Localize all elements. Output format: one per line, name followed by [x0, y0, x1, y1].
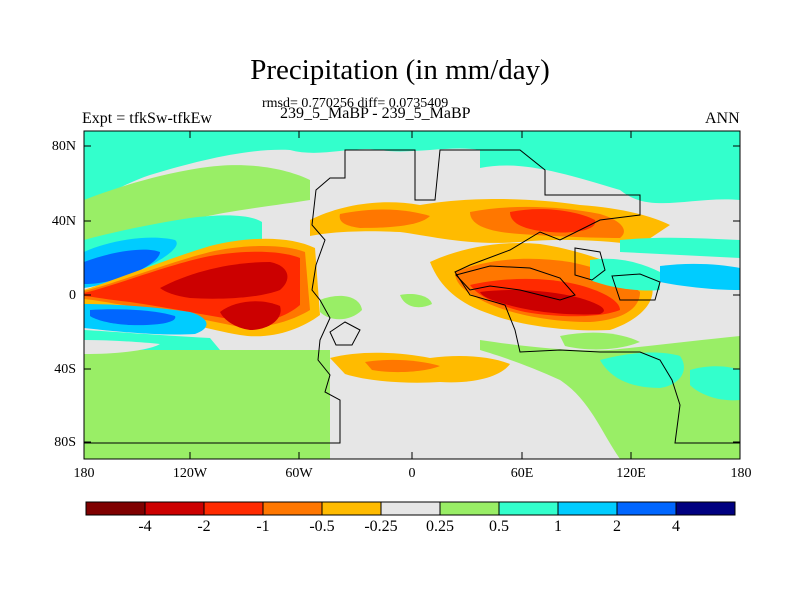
colorbar-label: 2: [613, 518, 621, 535]
colorbar-label: -2: [197, 518, 211, 535]
lon-tick: 180: [730, 466, 752, 481]
colorbar-box: [616, 501, 677, 516]
lat-tick: 80S: [54, 435, 76, 450]
lon-tick: 0: [408, 466, 416, 481]
continent-outlines: [84, 149, 740, 444]
colorbar-label: -0.5: [309, 518, 335, 535]
stats-text: rmsd= 0.770256 diff= 0.0735409: [262, 96, 449, 111]
colorbar-box: [675, 501, 736, 516]
lat-tick: 40S: [54, 362, 76, 377]
colorbar-box: [262, 501, 323, 516]
lon-tick: 180: [73, 466, 95, 481]
precip-field: [84, 131, 740, 459]
colorbar-box: [85, 501, 146, 516]
lat-tick: 80N: [51, 139, 76, 154]
lon-tick: 120E: [616, 466, 646, 481]
colorbar-box: [144, 501, 205, 516]
map-frame: [83, 130, 741, 460]
lon-tick: 60W: [285, 466, 313, 481]
lon-tick: 120W: [172, 466, 208, 481]
lat-tick: 40N: [51, 214, 76, 229]
colorbar-label: 4: [672, 518, 680, 535]
map-title: Precipitation (in mm/day): [250, 54, 550, 86]
colorbar-box: [380, 501, 441, 516]
colorbar-label: 0.5: [489, 518, 509, 535]
colorbar-box: [557, 501, 618, 516]
map-subtitle: 239_5_MaBP - 239_5_MaBP: [280, 105, 471, 122]
lon-tick: 60E: [510, 466, 534, 481]
colorbar-box: [498, 501, 559, 516]
colorbar-box: [321, 501, 382, 516]
colorbar-label: 1: [554, 518, 562, 535]
experiment-label: Expt = tfkSw-tfkEw: [82, 110, 212, 127]
colorbar-label: -0.25: [364, 518, 398, 535]
colorbar-box: [203, 501, 264, 516]
lat-tick: 0: [69, 288, 76, 303]
colorbar-label: -1: [256, 518, 270, 535]
season-label: ANN: [705, 110, 740, 127]
colorbar-box: [439, 501, 500, 516]
colorbar-label: -4: [138, 518, 152, 535]
colorbar: [85, 501, 736, 516]
colorbar-label: 0.25: [426, 518, 454, 535]
